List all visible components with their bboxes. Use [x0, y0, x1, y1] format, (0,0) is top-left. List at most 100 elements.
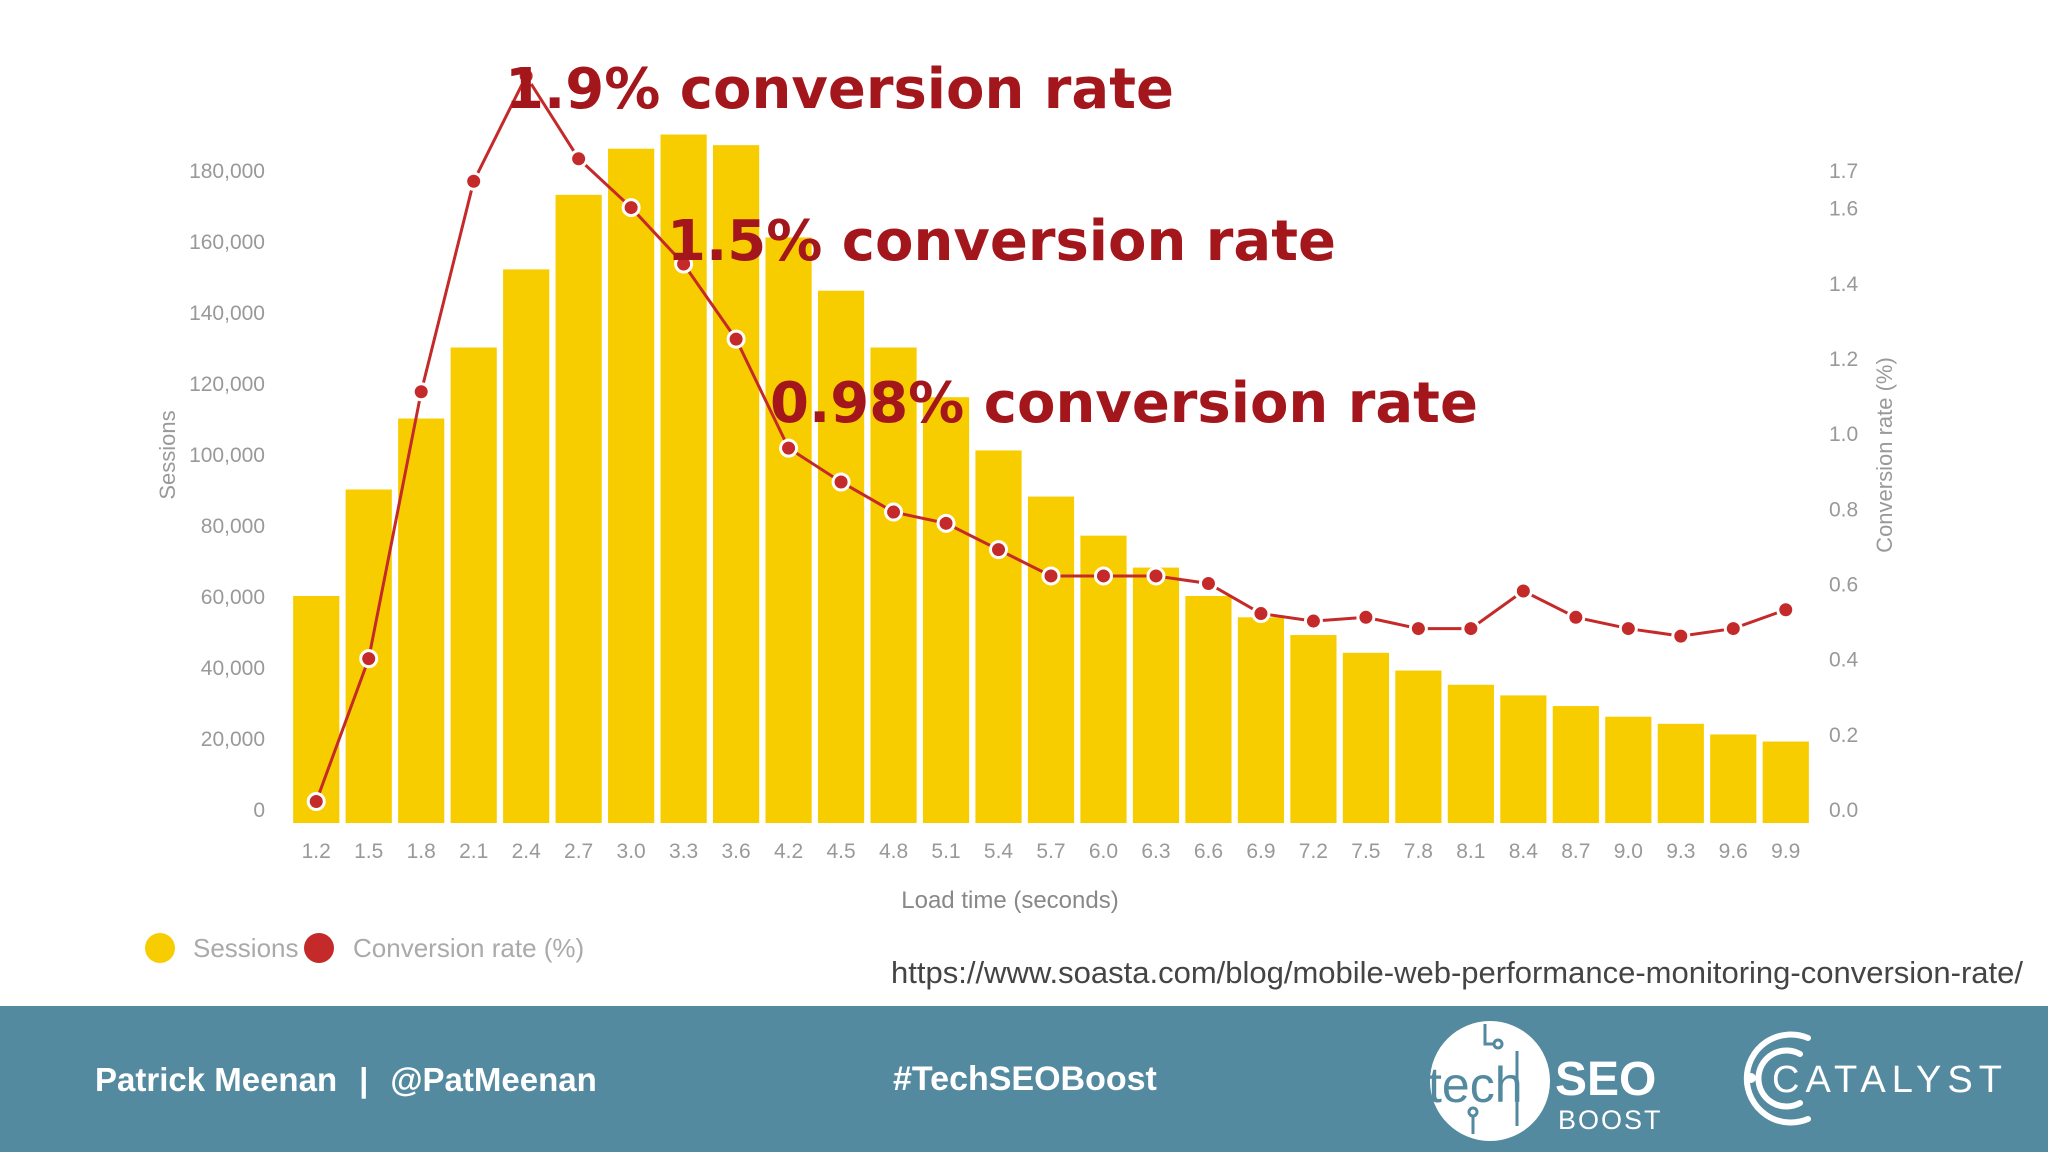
conversion-rate-point [621, 198, 641, 218]
session-bar [1132, 567, 1180, 823]
presenter-handle: @PatMeenan [390, 1061, 597, 1098]
x-tick-label: 1.8 [407, 840, 436, 863]
y2-tick-label: 0.4 [1829, 649, 1859, 672]
x-axis-title: Load time (seconds) [901, 887, 1118, 914]
legend-sessions-label: Sessions [193, 933, 299, 963]
conversion-rate-point [674, 254, 694, 274]
session-bar [1237, 617, 1285, 823]
x-tick-label: 9.0 [1614, 840, 1643, 863]
conversion-rate-point [1041, 566, 1061, 586]
conversion-rate-point [1303, 611, 1323, 631]
annotation-peak: 1.9% conversion rate [505, 57, 1174, 122]
legend-conversion-label: Conversion rate (%) [353, 933, 584, 963]
session-bar [1027, 496, 1075, 823]
conversion-rate-point [831, 472, 851, 492]
session-bar [1710, 734, 1757, 823]
footer: Patrick Meenan | @PatMeenan #TechSEOBoost … [0, 1006, 2048, 1152]
legend-conversion-marker [304, 933, 334, 963]
session-bar [555, 194, 602, 824]
session-bar [922, 397, 970, 823]
x-tick-label: 4.8 [879, 840, 908, 863]
conversion-rate-point [411, 382, 431, 402]
session-bar [1552, 706, 1599, 823]
x-tick-label: 2.4 [512, 840, 542, 863]
session-bar [1605, 716, 1652, 823]
conversion-rate-point [989, 540, 1009, 560]
session-bar [1500, 695, 1547, 823]
conversion-rate-point [306, 791, 326, 811]
session-bar [1447, 684, 1494, 823]
source-url[interactable]: https://www.soasta.com/blog/mobile-web-p… [891, 955, 2023, 990]
y-tick-label: 140,000 [189, 302, 265, 325]
x-tick-label: 7.8 [1404, 840, 1433, 863]
y2-tick-label: 1.2 [1829, 348, 1858, 371]
conversion-rate-point [516, 66, 536, 86]
logo-seo-text: SEO [1555, 1053, 1656, 1106]
x-tick-label: 9.6 [1719, 840, 1748, 863]
y-axis-title: Sessions [155, 410, 180, 499]
y-tick-label: 180,000 [189, 160, 265, 183]
conversion-rate-point [1723, 619, 1743, 639]
x-tick-label: 6.9 [1246, 840, 1275, 863]
conversion-rate-point [1671, 626, 1691, 646]
conversion-rate-point [1198, 573, 1218, 593]
conversion-rate-point [1566, 607, 1586, 627]
y2-tick-label: 1.6 [1829, 198, 1858, 221]
conversion-rate-point [1776, 600, 1796, 620]
conversion-rate-point [359, 649, 379, 669]
y2-tick-label: 0.6 [1829, 573, 1858, 596]
session-bar [1395, 670, 1442, 823]
x-tick-label: 7.5 [1351, 840, 1380, 863]
conversion-rate-point [569, 149, 589, 169]
x-tick-label: 1.5 [354, 840, 383, 863]
conversion-rate-point [884, 502, 904, 522]
conversion-rate-point [1251, 604, 1271, 624]
x-tick-label: 8.7 [1561, 840, 1590, 863]
conversion-rate-point [1146, 566, 1166, 586]
conversion-rate-point [1618, 619, 1638, 639]
x-tick-label: 3.0 [617, 840, 646, 863]
y2-tick-label: 0.0 [1829, 799, 1858, 822]
footer-hashtag: #TechSEOBoost [893, 1060, 1157, 1098]
x-tick-label: 6.6 [1194, 840, 1223, 863]
y-tick-label: 120,000 [189, 373, 265, 396]
annotation-low: 0.98% conversion rate [770, 371, 1478, 436]
sessions-bars [293, 134, 1809, 824]
session-bar [1342, 652, 1389, 823]
x-tick-label: 6.0 [1089, 840, 1118, 863]
conversion-rate-point [726, 329, 746, 349]
y-axis-left: 0 20,000 40,000 60,000 80,000 100,000 120,000 1… [189, 160, 265, 822]
x-axis: 1.2 1.5 1.8 2.1 2.4 2.7 3.0 3.3 3.6 4.2 4.5 4.8 5.1 5… [302, 840, 1801, 863]
session-bar [1185, 596, 1232, 823]
x-tick-label: 5.4 [984, 840, 1014, 863]
x-tick-label: 5.7 [1036, 840, 1065, 863]
conversion-rate-point [1093, 566, 1113, 586]
conversion-rate-point [779, 438, 799, 458]
x-tick-label: 8.1 [1456, 840, 1485, 863]
x-tick-label: 6.3 [1141, 840, 1170, 863]
x-tick-label: 5.1 [931, 840, 960, 863]
logo-catalyst-text: CATALYST [1772, 1059, 2003, 1101]
session-bar [293, 596, 340, 823]
y-tick-label: 0 [253, 799, 265, 822]
x-tick-label: 9.3 [1666, 840, 1695, 863]
y-tick-label: 100,000 [189, 444, 265, 467]
session-bar [503, 269, 550, 823]
y2-tick-label: 0.2 [1829, 724, 1858, 747]
conversion-rate-point [1356, 607, 1376, 627]
y-tick-label: 20,000 [201, 728, 265, 751]
techseo-boost-logo: tech SEO BOOST [1428, 1021, 1661, 1141]
footer-separator: | [359, 1061, 369, 1098]
y-tick-label: 80,000 [201, 515, 265, 538]
session-bar [1290, 635, 1337, 823]
catalyst-logo: CATALYST [1743, 1031, 2003, 1126]
y-tick-label: 60,000 [201, 586, 265, 609]
conversion-rate-point [1513, 581, 1533, 601]
chart: 0 20,000 40,000 60,000 80,000 100,000 120,000 1… [145, 57, 1897, 963]
session-bar [975, 450, 1022, 823]
x-tick-label: 2.1 [459, 840, 488, 863]
x-tick-label: 2.7 [564, 840, 593, 863]
legend-sessions-marker [145, 933, 175, 963]
logo-tech-text: tech [1428, 1057, 1523, 1113]
session-bar [398, 418, 445, 823]
